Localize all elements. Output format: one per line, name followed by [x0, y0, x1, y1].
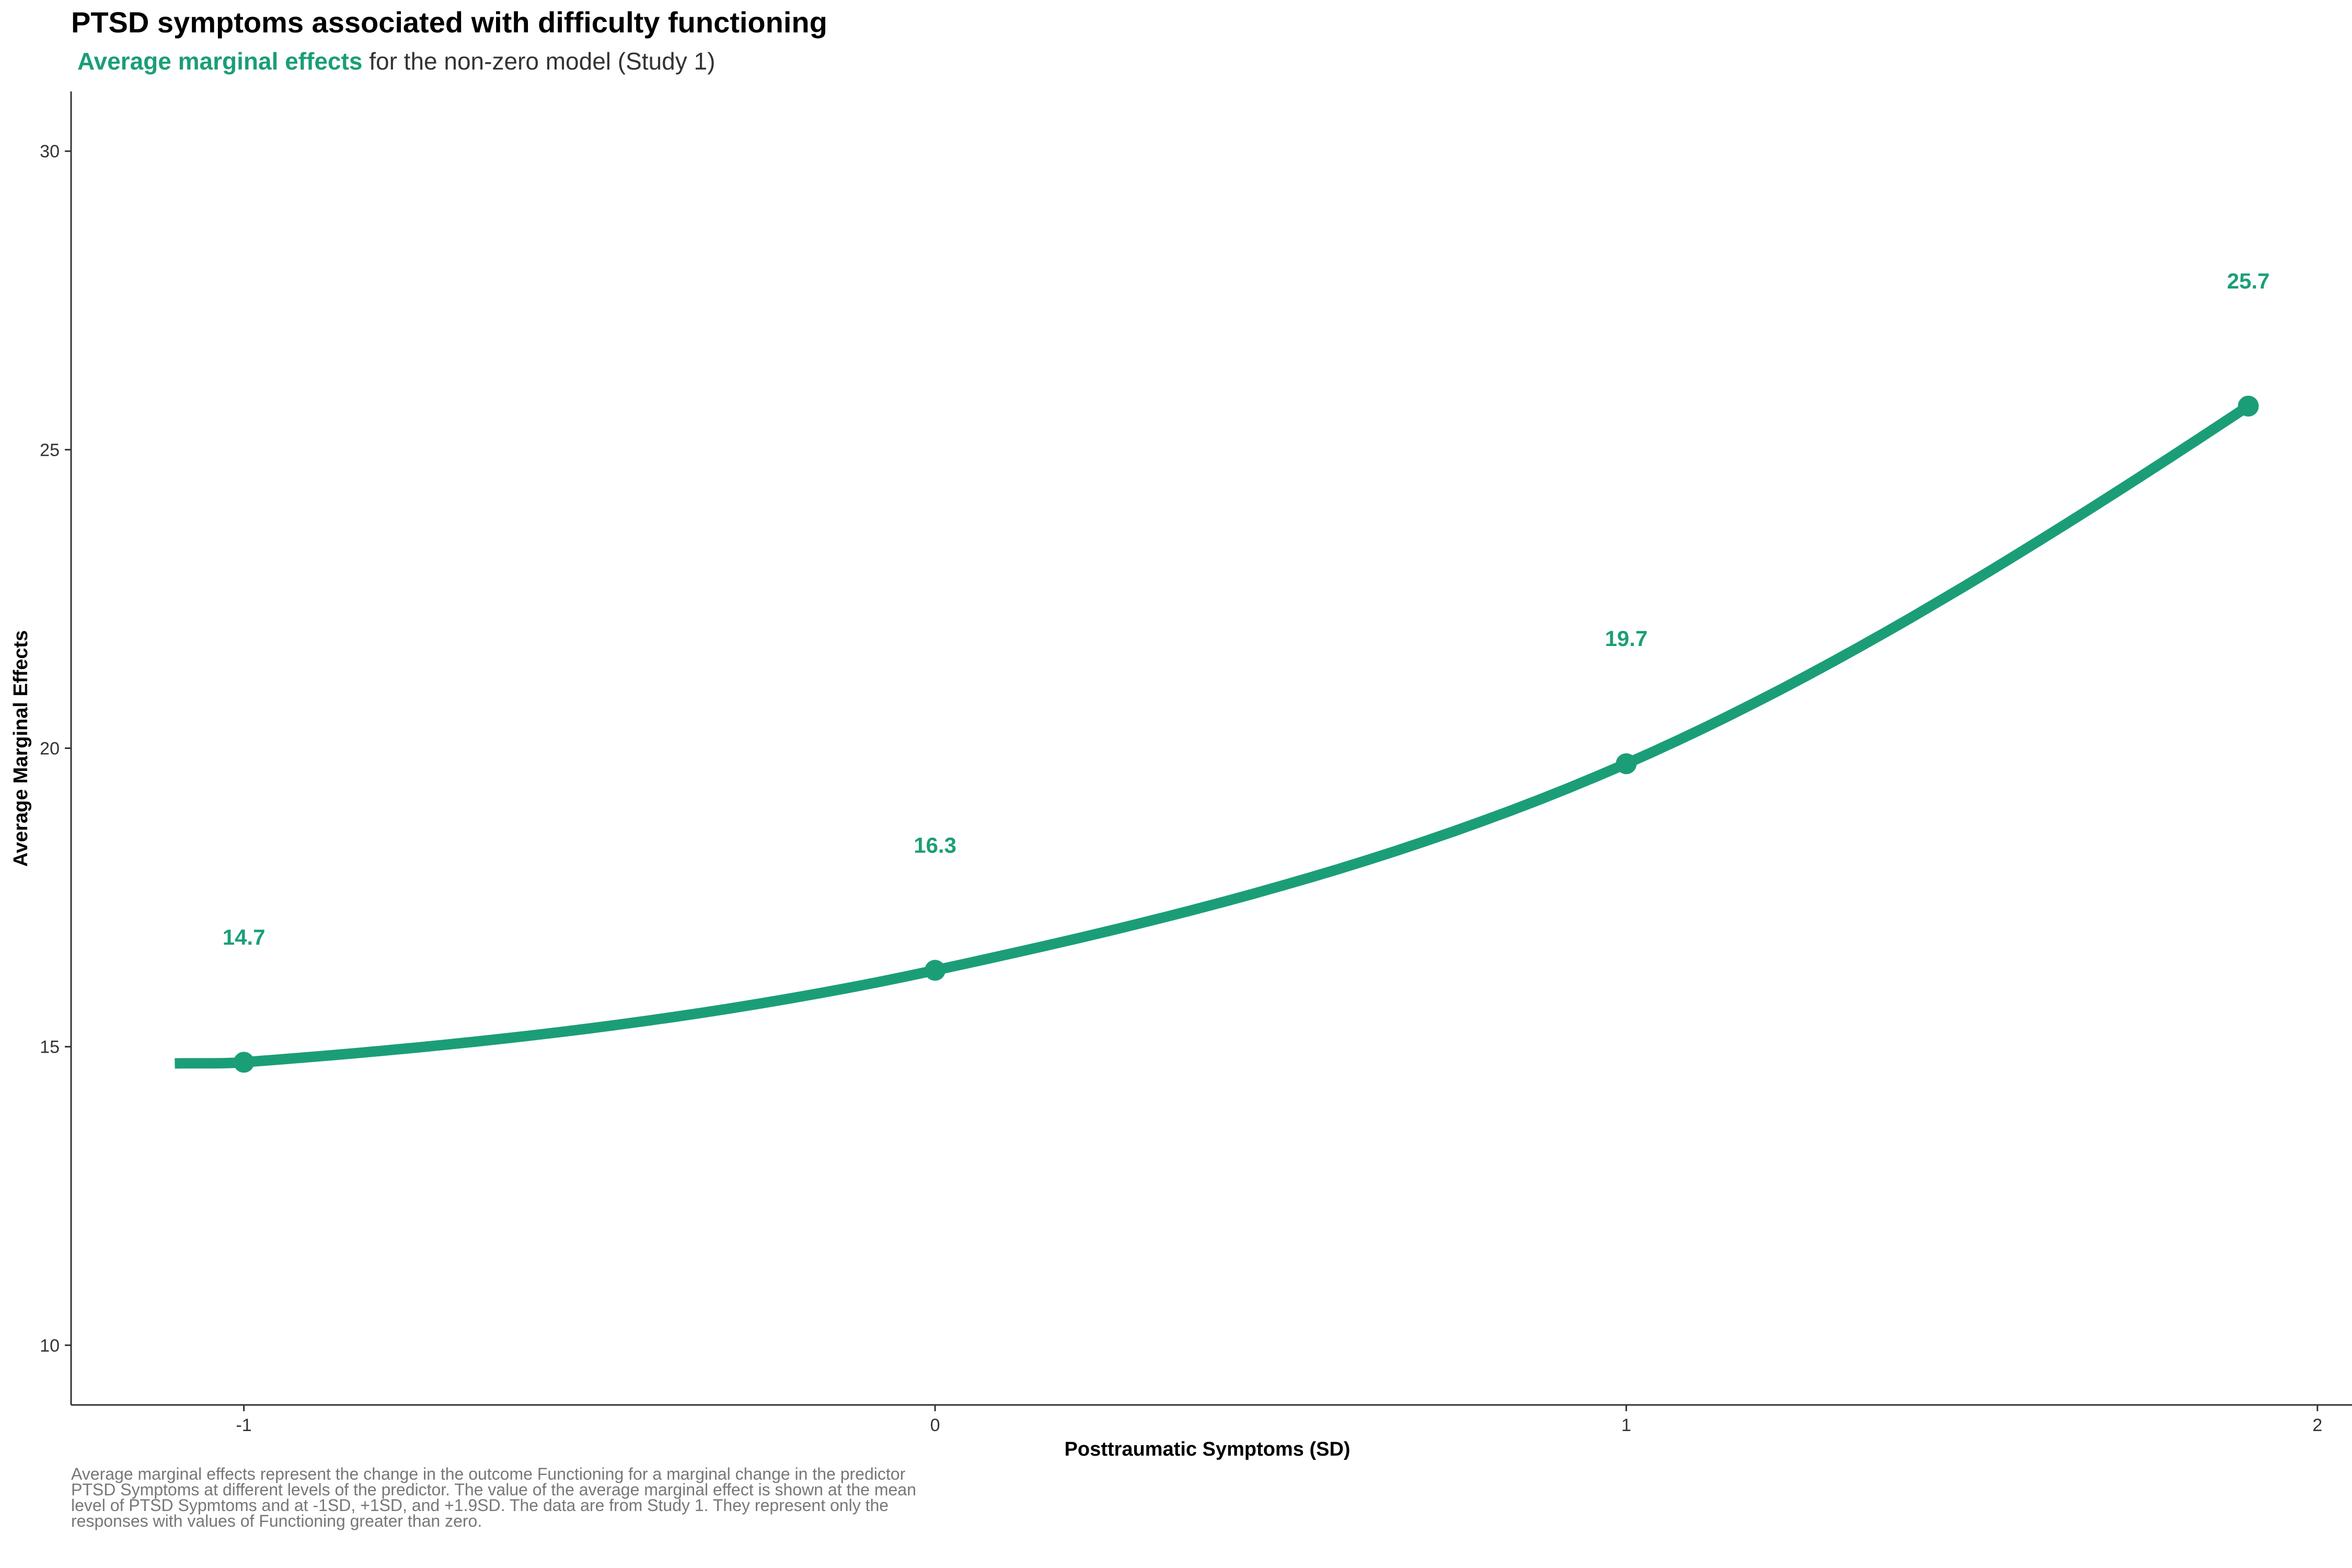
y-tick-label: 25 — [40, 440, 60, 460]
subtitle-rest: for the non-zero model (Study 1) — [362, 48, 716, 75]
chart-caption: Average marginal effects represent the c… — [71, 1465, 916, 1530]
subtitle-highlight: Average marginal effects — [77, 48, 363, 75]
data-point — [2238, 395, 2259, 417]
data-label: 16.3 — [914, 833, 956, 857]
x-axis-ticks: -1 0 1 2 — [236, 1405, 2322, 1435]
data-label: 25.7 — [2227, 269, 2270, 293]
chart-title: PTSD symptoms associated with difficulty… — [71, 6, 827, 39]
y-tick-label: 20 — [40, 739, 60, 759]
x-tick-label: 2 — [2312, 1415, 2322, 1435]
x-tick-label: -1 — [236, 1415, 251, 1435]
x-tick-label: 0 — [930, 1415, 940, 1435]
data-label: 19.7 — [1605, 626, 1648, 651]
y-axis-ticks: 10 15 20 25 30 — [40, 142, 71, 1356]
y-tick-label: 30 — [40, 142, 60, 162]
data-points — [233, 395, 2259, 1073]
x-axis-title: Posttraumatic Symptoms (SD) — [1065, 1438, 1351, 1460]
data-labels: 14.7 16.3 19.7 25.7 — [223, 269, 2270, 949]
y-tick-label: 10 — [40, 1336, 60, 1356]
data-point — [233, 1052, 255, 1073]
y-tick-label: 15 — [40, 1037, 60, 1057]
y-axis-title: Average Marginal Effects — [10, 630, 32, 867]
marginal-effects-curve — [172, 401, 2252, 1069]
x-tick-label: 1 — [1621, 1415, 1631, 1435]
data-point — [1616, 753, 1637, 775]
data-label: 14.7 — [223, 925, 266, 949]
data-point — [925, 960, 946, 981]
chart-subtitle: Average marginal effects for the non-zer… — [77, 47, 715, 75]
